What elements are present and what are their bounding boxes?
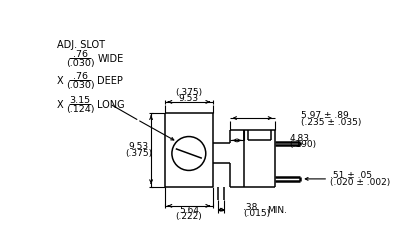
Text: MIN.: MIN. (267, 206, 287, 215)
Text: (.190): (.190) (290, 140, 317, 149)
Text: 9.53: 9.53 (129, 142, 149, 151)
Text: .51 ± .05: .51 ± .05 (330, 171, 372, 180)
Text: (.030): (.030) (66, 59, 94, 68)
Text: LONG: LONG (97, 100, 125, 110)
Text: (.020 ± .002): (.020 ± .002) (330, 178, 390, 187)
Text: .76: .76 (73, 50, 88, 59)
Text: X: X (57, 76, 64, 86)
Text: .38: .38 (244, 203, 258, 212)
Text: (.015): (.015) (244, 209, 271, 218)
Text: (.124): (.124) (66, 105, 94, 114)
Text: 5.97 ± .89: 5.97 ± .89 (301, 111, 349, 120)
Text: WIDE: WIDE (97, 54, 124, 64)
Text: .76: .76 (73, 72, 88, 81)
Text: 9.53: 9.53 (179, 94, 199, 103)
Text: 5.64: 5.64 (179, 206, 199, 215)
Text: (.375): (.375) (175, 88, 202, 97)
Text: X: X (57, 100, 64, 110)
Text: 3.15: 3.15 (70, 96, 91, 105)
Text: ADJ. SLOT: ADJ. SLOT (57, 40, 105, 50)
Text: DEEP: DEEP (97, 76, 123, 86)
Text: (.030): (.030) (66, 81, 94, 90)
Text: (.235 ± .035): (.235 ± .035) (301, 118, 362, 127)
Text: (.222): (.222) (176, 212, 202, 221)
Text: 4.83: 4.83 (290, 134, 310, 143)
Text: (.375): (.375) (125, 149, 152, 158)
